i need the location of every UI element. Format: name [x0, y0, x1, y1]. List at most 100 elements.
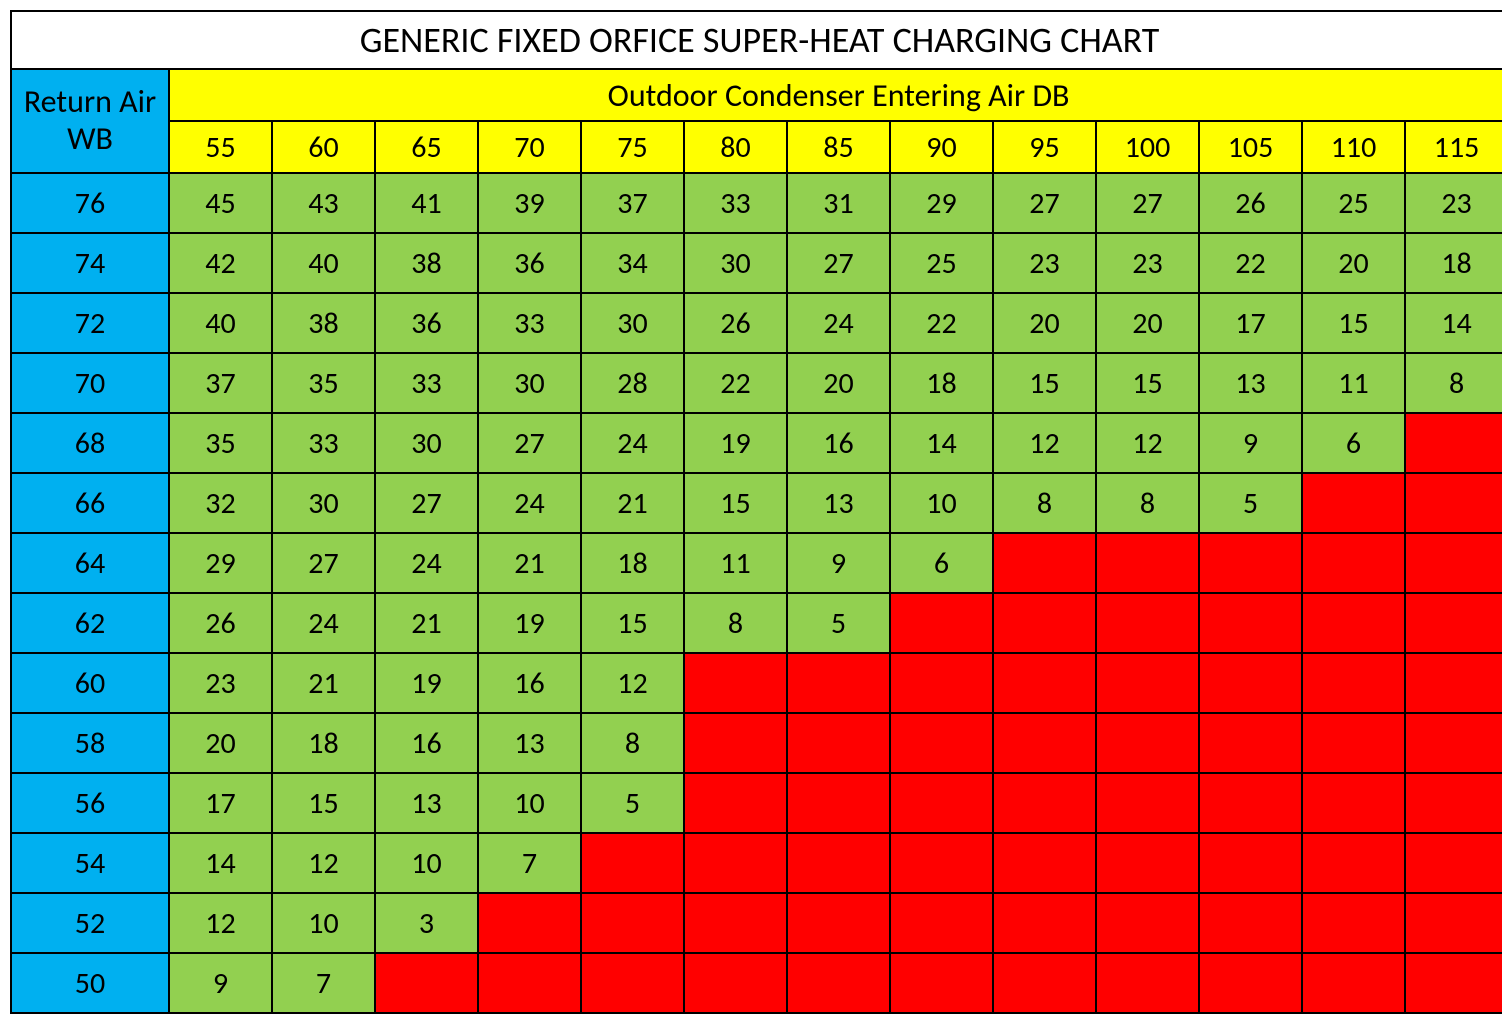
data-cell — [1096, 773, 1199, 833]
data-cell: 13 — [375, 773, 478, 833]
col-label: 70 — [478, 121, 581, 173]
data-cell: 10 — [272, 893, 375, 953]
data-cell — [684, 773, 787, 833]
data-cell — [1096, 833, 1199, 893]
chart-body: 7645434139373331292727262523744240383634… — [11, 173, 1502, 1013]
row-label: 68 — [11, 413, 169, 473]
data-cell: 29 — [169, 533, 272, 593]
data-cell — [993, 593, 1096, 653]
data-cell — [1405, 773, 1502, 833]
data-cell: 6 — [890, 533, 993, 593]
data-cell: 20 — [1096, 293, 1199, 353]
row-label: 50 — [11, 953, 169, 1013]
data-cell: 18 — [1405, 233, 1502, 293]
data-cell: 22 — [890, 293, 993, 353]
data-cell: 17 — [1199, 293, 1302, 353]
data-cell: 16 — [375, 713, 478, 773]
data-cell: 31 — [787, 173, 890, 233]
col-label: 80 — [684, 121, 787, 173]
data-cell: 22 — [1199, 233, 1302, 293]
data-cell: 21 — [581, 473, 684, 533]
data-cell: 14 — [169, 833, 272, 893]
data-cell: 36 — [375, 293, 478, 353]
col-label: 90 — [890, 121, 993, 173]
data-cell: 27 — [787, 233, 890, 293]
data-cell: 26 — [1199, 173, 1302, 233]
data-cell — [787, 833, 890, 893]
data-cell — [1302, 773, 1405, 833]
data-cell: 35 — [272, 353, 375, 413]
data-cell — [1405, 953, 1502, 1013]
data-cell: 6 — [1302, 413, 1405, 473]
data-cell — [890, 593, 993, 653]
data-cell: 42 — [169, 233, 272, 293]
table-row: 541412107 — [11, 833, 1502, 893]
data-cell: 8 — [1096, 473, 1199, 533]
data-cell: 23 — [993, 233, 1096, 293]
data-cell: 24 — [581, 413, 684, 473]
data-cell: 18 — [890, 353, 993, 413]
data-cell: 8 — [581, 713, 684, 773]
data-cell — [1405, 653, 1502, 713]
data-cell: 36 — [478, 233, 581, 293]
data-cell: 30 — [581, 293, 684, 353]
data-cell: 33 — [684, 173, 787, 233]
col-label: 55 — [169, 121, 272, 173]
data-cell — [993, 773, 1096, 833]
data-cell: 15 — [1302, 293, 1405, 353]
data-cell — [1096, 593, 1199, 653]
data-cell — [1199, 653, 1302, 713]
data-cell: 19 — [478, 593, 581, 653]
data-cell: 13 — [787, 473, 890, 533]
data-cell: 40 — [169, 293, 272, 353]
data-cell: 14 — [1405, 293, 1502, 353]
data-cell — [787, 893, 890, 953]
data-cell: 18 — [272, 713, 375, 773]
data-cell: 26 — [169, 593, 272, 653]
data-cell — [684, 713, 787, 773]
data-cell: 12 — [1096, 413, 1199, 473]
data-cell: 41 — [375, 173, 478, 233]
data-cell: 35 — [169, 413, 272, 473]
data-cell — [890, 953, 993, 1013]
data-cell: 3 — [375, 893, 478, 953]
data-cell: 19 — [684, 413, 787, 473]
data-cell — [1405, 833, 1502, 893]
data-cell: 19 — [375, 653, 478, 713]
table-row: 5212103 — [11, 893, 1502, 953]
table-row: 62262421191585 — [11, 593, 1502, 653]
column-labels-row: 55 60 65 70 75 80 85 90 95 100 105 110 1… — [11, 121, 1502, 173]
table-row: 683533302724191614121296 — [11, 413, 1502, 473]
data-cell: 33 — [375, 353, 478, 413]
data-cell: 22 — [684, 353, 787, 413]
data-cell: 30 — [375, 413, 478, 473]
row-axis-header: Return Air WB — [11, 69, 169, 173]
data-cell — [581, 893, 684, 953]
col-label: 65 — [375, 121, 478, 173]
superheat-chart: GENERIC FIXED ORFICE SUPER-HEAT CHARGING… — [10, 10, 1502, 1014]
data-cell: 20 — [1302, 233, 1405, 293]
data-cell: 11 — [684, 533, 787, 593]
table-row: 7442403836343027252323222018 — [11, 233, 1502, 293]
row-label: 62 — [11, 593, 169, 653]
data-cell: 21 — [272, 653, 375, 713]
data-cell — [1302, 713, 1405, 773]
data-cell — [1199, 953, 1302, 1013]
col-label: 110 — [1302, 121, 1405, 173]
data-cell — [1302, 473, 1405, 533]
data-cell — [1096, 653, 1199, 713]
data-cell: 20 — [169, 713, 272, 773]
data-cell — [684, 953, 787, 1013]
data-cell: 5 — [581, 773, 684, 833]
data-cell — [375, 953, 478, 1013]
data-cell: 9 — [787, 533, 890, 593]
data-cell: 24 — [478, 473, 581, 533]
data-cell: 17 — [169, 773, 272, 833]
row-label: 60 — [11, 653, 169, 713]
data-cell: 7 — [478, 833, 581, 893]
data-cell — [1199, 773, 1302, 833]
table-row: 663230272421151310885 — [11, 473, 1502, 533]
table-row: 6429272421181196 — [11, 533, 1502, 593]
col-label: 95 — [993, 121, 1096, 173]
data-cell: 12 — [581, 653, 684, 713]
